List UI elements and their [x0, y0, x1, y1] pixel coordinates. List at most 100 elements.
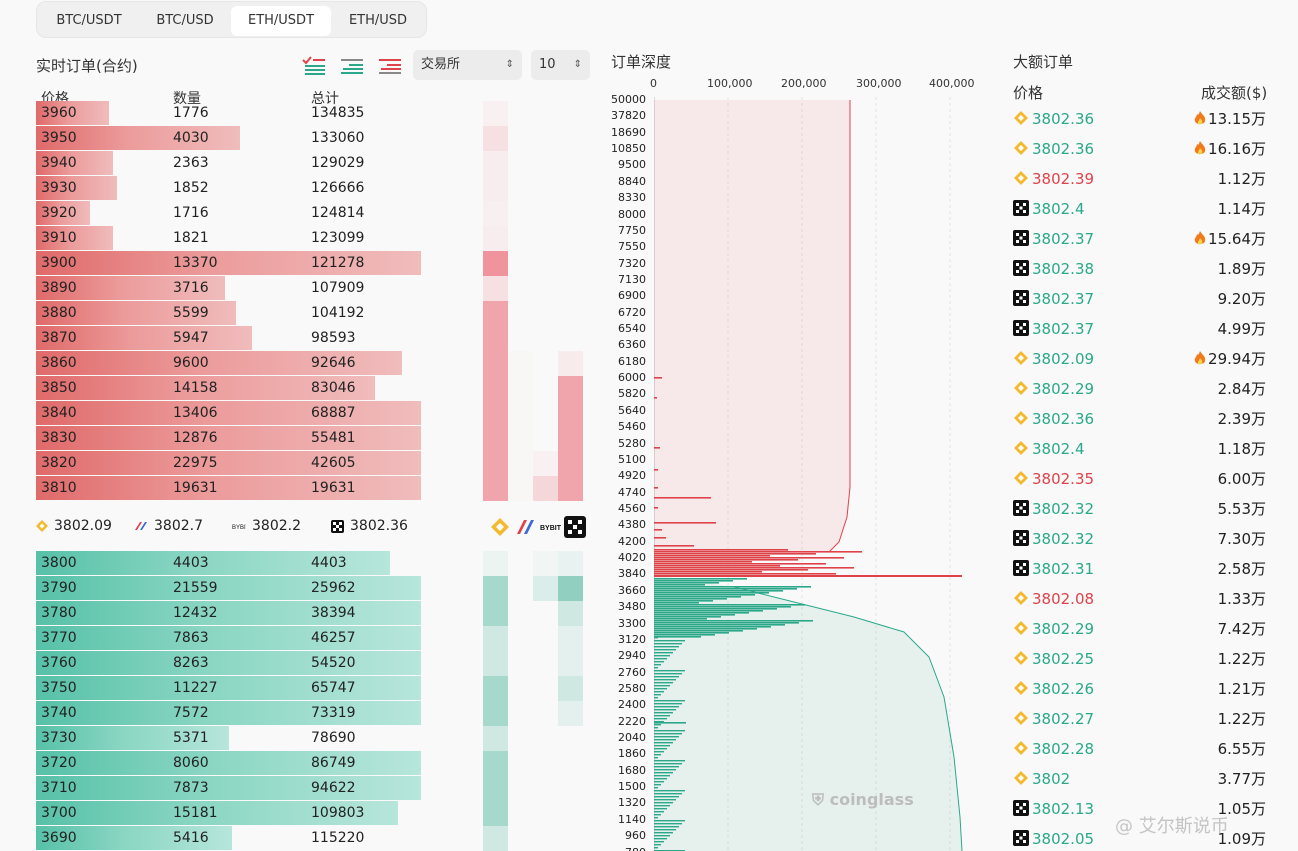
bid-level-bar [654, 787, 658, 789]
bid-qty: 21559 [173, 580, 218, 596]
large-order-amount-cell: 5.53万 [1218, 494, 1266, 524]
x-tick: 200,000 [781, 77, 827, 90]
depth-select[interactable]: 10 ⇕ [531, 50, 590, 80]
bid-row[interactable]: 3710 7873 94622 [36, 776, 421, 801]
bid-row[interactable]: 3740 7572 73319 [36, 701, 421, 726]
bid-heat-cell [558, 551, 583, 576]
bid-level-bar [654, 670, 685, 672]
ask-heat-cell [483, 426, 508, 451]
large-order-amount: 4.99万 [1217, 320, 1266, 338]
ask-qty: 3716 [173, 280, 209, 296]
bid-heat-cell [558, 701, 583, 726]
bid-level-bar [654, 718, 667, 720]
bid-heat-cell [483, 776, 508, 801]
ask-row[interactable]: 3920 1716 124814 [36, 201, 421, 226]
large-order-row[interactable]: 3802.27 1.22万 [1013, 704, 1268, 734]
bid-row[interactable]: 3770 7863 46257 [36, 626, 421, 651]
large-order-row[interactable]: 3802.35 6.00万 [1013, 464, 1268, 494]
y-tick: 10850 [611, 142, 646, 156]
ask-total: 121278 [311, 255, 365, 271]
large-order-amount-cell: 6.55万 [1218, 734, 1266, 764]
ask-price: 3890 [41, 280, 77, 296]
large-order-row[interactable]: 3802.29 7.42万 [1013, 614, 1268, 644]
ask-row[interactable]: 3930 1852 126666 [36, 176, 421, 201]
bid-row[interactable]: 3760 8263 54520 [36, 651, 421, 676]
tab-eth-usdt[interactable]: ETH/USDT [231, 6, 331, 36]
large-order-row[interactable]: 3802.26 1.21万 [1013, 674, 1268, 704]
large-order-amount-cell: 1.14万 [1218, 194, 1266, 224]
ask-row[interactable]: 3870 5947 98593 [36, 326, 421, 351]
large-order-row[interactable]: 3802.37 4.99万 [1013, 314, 1268, 344]
bid-level-bar [654, 604, 805, 606]
bid-row[interactable]: 3790 21559 25962 [36, 576, 421, 601]
large-order-row[interactable]: 3802.08 1.33万 [1013, 584, 1268, 614]
bid-qty: 12432 [173, 605, 218, 621]
ask-row[interactable]: 3910 1821 123099 [36, 226, 421, 251]
bid-level-bar [654, 700, 685, 702]
large-order-row[interactable]: 3802.37 15.64万 [1013, 224, 1268, 254]
view-bids-icon[interactable] [339, 56, 365, 76]
ask-row[interactable]: 3810 19631 19631 [36, 476, 421, 501]
tab-eth-usd[interactable]: ETH/USD [348, 13, 408, 28]
ask-row[interactable]: 3890 3716 107909 [36, 276, 421, 301]
large-order-row[interactable]: 3802.36 13.15万 [1013, 104, 1268, 134]
bid-heat-cell [483, 626, 508, 651]
bid-row[interactable]: 3690 5416 115220 [36, 826, 421, 851]
ask-row[interactable]: 3950 4030 133060 [36, 126, 421, 151]
bid-row[interactable]: 3800 4403 4403 [36, 551, 421, 576]
ask-row[interactable]: 3860 9600 92646 [36, 351, 421, 376]
ask-price: 3950 [41, 130, 77, 146]
view-asks-icon[interactable] [377, 56, 403, 76]
ask-row[interactable]: 3850 14158 83046 [36, 376, 421, 401]
bid-level-bar [654, 592, 769, 594]
bid-level-bar [654, 643, 682, 645]
ask-depth-bar [36, 351, 402, 375]
bid-row[interactable]: 3750 11227 65747 [36, 676, 421, 701]
view-both-icon[interactable] [301, 56, 327, 76]
large-order-row[interactable]: 3802.28 6.55万 [1013, 734, 1268, 764]
large-order-row[interactable]: 3802.09 29.94万 [1013, 344, 1268, 374]
large-order-row[interactable]: 3802.29 2.84万 [1013, 374, 1268, 404]
large-order-row[interactable]: 3802.37 9.20万 [1013, 284, 1268, 314]
large-order-row[interactable]: 3802.38 1.89万 [1013, 254, 1268, 284]
ask-row[interactable]: 3940 2363 129029 [36, 151, 421, 176]
tab-btc-usdt[interactable]: BTC/USDT [56, 13, 122, 28]
ask-heat-cell [508, 426, 533, 451]
tab-btc-usd[interactable]: BTC/USD [156, 13, 214, 28]
ask-row[interactable]: 3900 13370 121278 [36, 251, 421, 276]
ask-row[interactable]: 3830 12876 55481 [36, 426, 421, 451]
large-order-row[interactable]: 3802.05 1.09万 [1013, 824, 1268, 851]
bid-heat-cell [558, 676, 583, 701]
ask-row[interactable]: 3820 22975 42605 [36, 451, 421, 476]
ask-row[interactable]: 3960 1776 134835 [36, 101, 421, 126]
bid-row[interactable]: 3720 8060 86749 [36, 751, 421, 776]
ask-row[interactable]: 3880 5599 104192 [36, 301, 421, 326]
large-order-row[interactable]: 3802.36 2.39万 [1013, 404, 1268, 434]
bid-level-bar [654, 697, 658, 699]
large-order-row[interactable]: 3802.36 16.16万 [1013, 134, 1268, 164]
bid-depth-bar [36, 801, 398, 825]
large-order-row[interactable]: 3802.32 7.30万 [1013, 524, 1268, 554]
large-order-row[interactable]: 3802.39 1.12万 [1013, 164, 1268, 194]
ask-row[interactable]: 3840 13406 68887 [36, 401, 421, 426]
exchange-select[interactable]: 交易所 ⇕ [413, 50, 522, 80]
bid-level-bar [654, 588, 797, 590]
large-order-row[interactable]: 3802.31 2.58万 [1013, 554, 1268, 584]
y-tick: 9500 [618, 158, 646, 172]
large-order-row[interactable]: 3802.13 1.05万 [1013, 794, 1268, 824]
ask-depth-bar [36, 101, 110, 125]
large-order-row[interactable]: 3802.4 1.18万 [1013, 434, 1268, 464]
large-order-row[interactable]: 3802.32 5.53万 [1013, 494, 1268, 524]
bid-row[interactable]: 3730 5371 78690 [36, 726, 421, 751]
bid-row[interactable]: 3780 12432 38394 [36, 601, 421, 626]
large-order-row[interactable]: 3802.25 1.22万 [1013, 644, 1268, 674]
bid-row[interactable]: 3700 15181 109803 [36, 801, 421, 826]
large-order-row[interactable]: 3802.4 1.14万 [1013, 194, 1268, 224]
bid-price: 3690 [41, 830, 77, 846]
depth-chart[interactable] [654, 97, 994, 851]
y-tick: 5460 [618, 420, 646, 434]
bid-level-bar [654, 742, 673, 744]
large-order-row[interactable]: 3802 3.77万 [1013, 764, 1268, 794]
ask-heat-cell [483, 126, 508, 151]
bid-level-bar [654, 612, 749, 614]
